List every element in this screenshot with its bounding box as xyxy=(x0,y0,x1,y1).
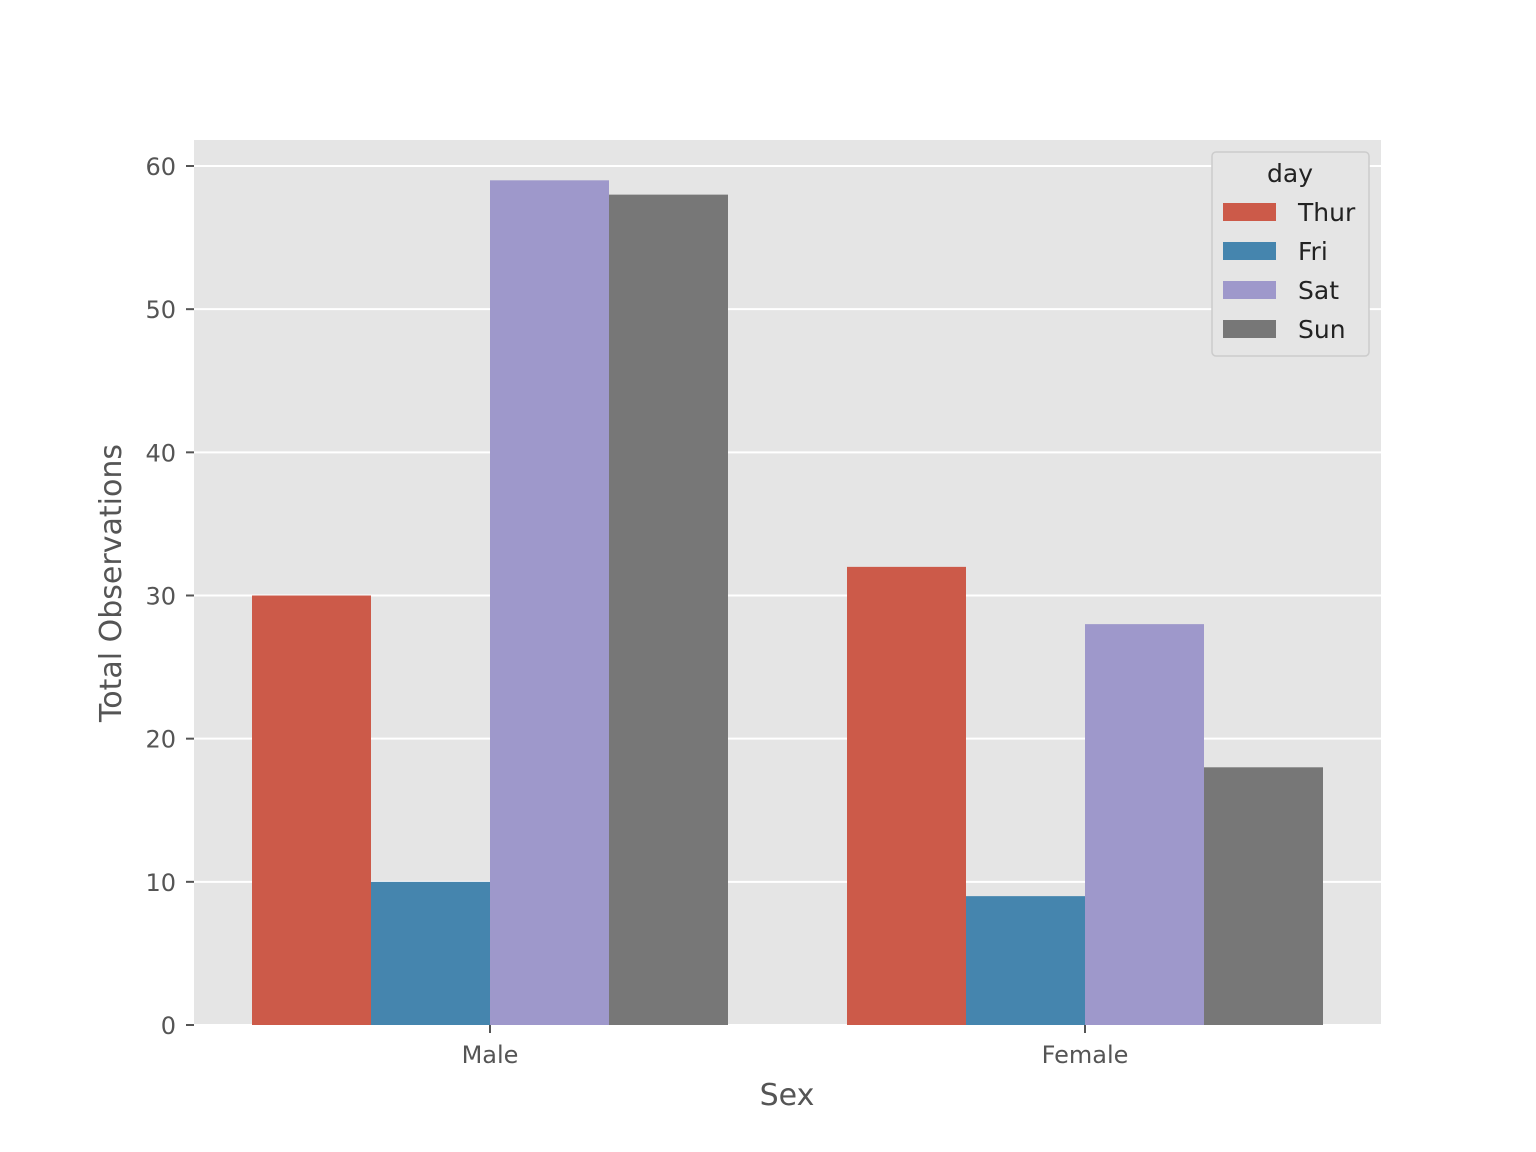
legend-swatch-thur xyxy=(1223,203,1276,221)
legend-label-sun: Sun xyxy=(1298,315,1346,344)
y-tick-label: 10 xyxy=(145,869,176,897)
bar-female-thur xyxy=(847,566,966,1025)
y-axis: 0 10 20 30 40 50 60 xyxy=(145,153,194,1040)
x-axis: Male Female xyxy=(462,1025,1129,1069)
bars xyxy=(252,180,1323,1026)
y-tick-label: 60 xyxy=(145,153,176,181)
bar-male-sat xyxy=(490,180,609,1026)
legend-swatch-sat xyxy=(1223,281,1276,299)
bar-female-fri xyxy=(966,896,1085,1025)
bar-female-sun xyxy=(1204,767,1323,1025)
y-tick-label: 30 xyxy=(145,583,176,611)
legend-items: Thur Fri Sat Sun xyxy=(1223,198,1356,344)
y-tick-label: 40 xyxy=(145,439,176,467)
x-tick-label: Female xyxy=(1042,1041,1129,1069)
bar-male-sun xyxy=(609,194,728,1026)
bar-male-fri xyxy=(371,881,490,1025)
legend-label-fri: Fri xyxy=(1298,237,1328,266)
y-tick-label: 0 xyxy=(161,1012,176,1040)
legend-swatch-sun xyxy=(1223,320,1276,338)
legend: day Thur Fri Sat Sun xyxy=(1211,151,1370,357)
x-axis-label: Sex xyxy=(760,1078,815,1113)
y-tick-label: 50 xyxy=(145,296,176,324)
y-tick-label: 20 xyxy=(145,726,176,754)
y-axis-label: Total Observations xyxy=(94,444,129,723)
legend-title: day xyxy=(1267,159,1313,188)
legend-label-thur: Thur xyxy=(1297,198,1356,227)
bar-female-sat xyxy=(1085,624,1204,1025)
legend-swatch-fri xyxy=(1223,242,1276,260)
legend-label-sat: Sat xyxy=(1298,276,1339,305)
bar-male-thur xyxy=(252,595,371,1025)
x-tick-label: Male xyxy=(462,1041,519,1069)
